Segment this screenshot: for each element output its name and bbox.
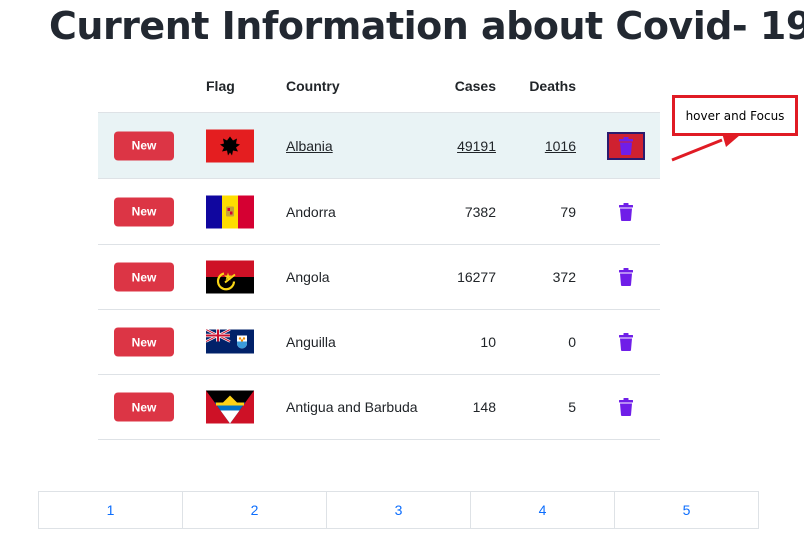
new-button[interactable]: New bbox=[114, 197, 174, 226]
trash-icon bbox=[619, 398, 633, 416]
cases-value: 16277 bbox=[457, 269, 496, 285]
trash-icon bbox=[619, 202, 633, 221]
table-row: New Albania 49191 1016 bbox=[98, 113, 660, 179]
delete-button[interactable] bbox=[607, 393, 645, 421]
cases-value: 148 bbox=[472, 399, 496, 415]
country-link[interactable]: Albania bbox=[286, 137, 333, 154]
angola-flag-icon bbox=[206, 260, 254, 294]
new-button[interactable]: New bbox=[114, 262, 174, 292]
deaths-value: 0 bbox=[568, 334, 576, 350]
header-flag: Flag bbox=[206, 78, 235, 94]
trash-icon bbox=[619, 268, 633, 286]
page-link-4[interactable]: 4 bbox=[471, 492, 615, 528]
table-body: New Albania 49191 1016 New bbox=[98, 113, 660, 440]
deaths-link[interactable]: 1016 bbox=[544, 137, 576, 154]
cases-link[interactable]: 49191 bbox=[457, 137, 496, 154]
trash-icon bbox=[619, 136, 633, 155]
table-row: New Andorra 7382 79 bbox=[98, 179, 660, 245]
trash-icon bbox=[619, 333, 633, 351]
pagination: 1 2 3 4 5 bbox=[38, 491, 759, 529]
new-button[interactable]: New bbox=[114, 392, 174, 422]
delete-button[interactable] bbox=[607, 263, 645, 291]
delete-button[interactable] bbox=[607, 328, 645, 356]
andorra-flag-icon bbox=[206, 195, 254, 228]
header-cases: Cases bbox=[454, 78, 496, 94]
delete-button[interactable] bbox=[607, 198, 645, 226]
delete-button[interactable] bbox=[607, 131, 645, 160]
deaths-value: 5 bbox=[568, 399, 576, 415]
country-name: Angola bbox=[286, 269, 330, 285]
covid-table: Flag Country Cases Deaths New Albania 49… bbox=[98, 66, 660, 440]
page-link-5[interactable]: 5 bbox=[682, 502, 691, 518]
country-name: Anguilla bbox=[286, 334, 336, 350]
page-link-3[interactable]: 3 bbox=[327, 492, 471, 528]
country-name: Andorra bbox=[286, 203, 336, 220]
annotation-box: hover and Focus bbox=[672, 95, 798, 136]
table-row: New Anguilla 10 0 bbox=[98, 310, 660, 375]
table-header: Flag Country Cases Deaths bbox=[98, 66, 660, 113]
page-link-1[interactable]: 1 bbox=[39, 492, 183, 528]
page-title: Current Information about Covid- 19 bbox=[49, 4, 804, 48]
deaths-value: 79 bbox=[560, 203, 576, 220]
header-country: Country bbox=[286, 78, 340, 94]
table-row: New Antigua and Barbuda 148 5 bbox=[98, 375, 660, 440]
table-row: New Angola 16277 372 bbox=[98, 245, 660, 310]
cases-value: 7382 bbox=[464, 203, 496, 220]
antigua-and-barbuda-flag-icon bbox=[206, 390, 254, 424]
header-deaths: Deaths bbox=[529, 78, 576, 94]
new-button[interactable]: New bbox=[114, 131, 174, 160]
deaths-value: 372 bbox=[552, 269, 576, 285]
page-link-2[interactable]: 2 bbox=[183, 492, 327, 528]
country-name: Antigua and Barbuda bbox=[286, 399, 418, 415]
albania-flag-icon bbox=[206, 129, 254, 162]
cases-value: 10 bbox=[480, 334, 496, 350]
anguilla-flag-icon bbox=[206, 326, 254, 359]
new-button[interactable]: New bbox=[114, 327, 174, 357]
